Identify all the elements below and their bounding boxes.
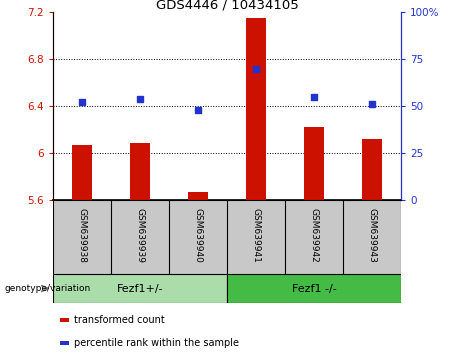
Bar — [72, 145, 92, 200]
Text: GSM639943: GSM639943 — [367, 208, 377, 263]
Bar — [60, 318, 69, 321]
Bar — [53, 274, 227, 303]
Text: GSM639942: GSM639942 — [309, 208, 319, 263]
Bar — [60, 341, 69, 344]
Text: GSM639939: GSM639939 — [136, 208, 145, 263]
Text: GSM639938: GSM639938 — [77, 208, 87, 263]
Text: percentile rank within the sample: percentile rank within the sample — [74, 338, 239, 348]
Bar — [227, 274, 401, 303]
Text: GSM639941: GSM639941 — [252, 208, 260, 263]
Bar — [304, 127, 324, 200]
Bar — [362, 139, 382, 200]
Text: Fezf1 -/-: Fezf1 -/- — [292, 284, 337, 293]
Bar — [246, 18, 266, 200]
Title: GDS4446 / 10434105: GDS4446 / 10434105 — [156, 0, 298, 11]
Bar — [188, 192, 208, 200]
Text: GSM639940: GSM639940 — [194, 208, 202, 263]
Bar — [130, 143, 150, 200]
Text: Fezf1+/-: Fezf1+/- — [117, 284, 163, 293]
Text: transformed count: transformed count — [74, 315, 165, 325]
Text: genotype/variation: genotype/variation — [5, 284, 91, 293]
